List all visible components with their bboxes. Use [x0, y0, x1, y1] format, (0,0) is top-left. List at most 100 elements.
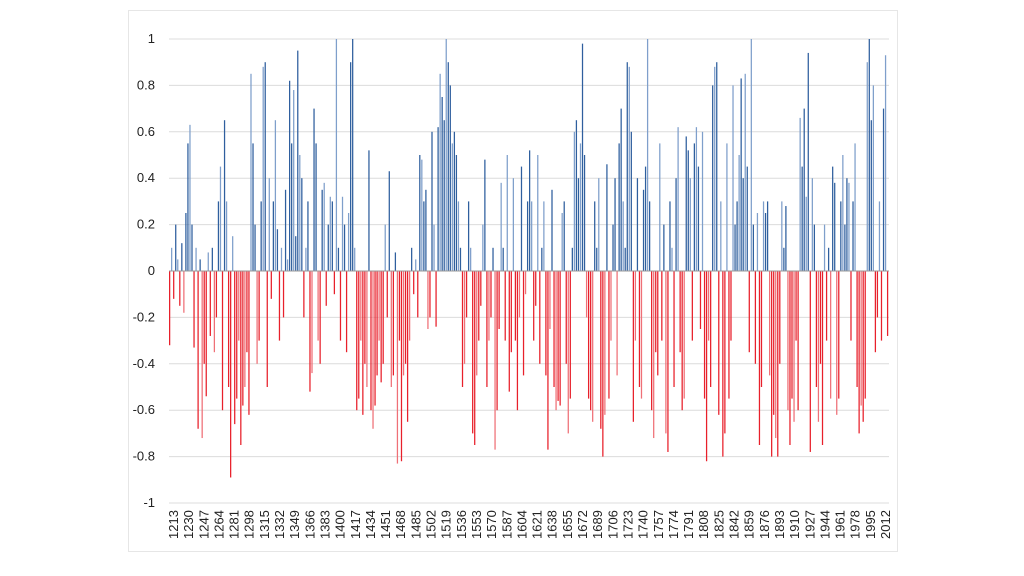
bar-negative: [362, 271, 364, 415]
bar-positive: [529, 150, 531, 271]
bar-negative: [472, 271, 474, 434]
bar-positive: [716, 62, 718, 272]
bar-positive: [520, 166, 523, 271]
y-tick-label: 0.8: [137, 77, 155, 92]
bar-positive: [596, 247, 598, 271]
bar-positive: [732, 85, 734, 272]
y-tick-label: 0.6: [137, 124, 155, 139]
bar-negative: [203, 271, 205, 364]
bar-negative: [258, 271, 260, 341]
bar-negative: [567, 271, 569, 434]
bar-positive: [628, 66, 630, 271]
bar-negative: [270, 271, 272, 299]
bar-positive: [579, 143, 582, 271]
bar-negative: [815, 271, 818, 387]
bar-positive: [805, 196, 807, 271]
bar-positive: [848, 182, 850, 271]
bar-positive: [734, 224, 736, 271]
bar-positive: [870, 120, 872, 271]
y-tick-label: 0: [148, 263, 155, 278]
bar-negative: [213, 271, 216, 353]
x-tick-label: 1757: [651, 510, 666, 539]
bar-chart: 1 0.8 0.6 0.4 0.2 0 -0.2 -0.4 -0.6 -0.8 -1 1213 123…: [133, 31, 893, 539]
bar-negative: [585, 271, 588, 318]
x-tick-label: 1961: [833, 510, 848, 539]
bar-positive: [720, 201, 722, 271]
bar-negative: [773, 271, 775, 415]
bar-positive: [350, 62, 352, 272]
bar-positive: [878, 201, 881, 271]
bar-negative: [850, 271, 852, 341]
bar-negative: [427, 271, 429, 329]
bar-negative: [382, 271, 384, 364]
bar-positive: [305, 247, 307, 271]
bar-negative: [406, 271, 409, 422]
bar-positive: [551, 189, 553, 271]
bar-negative: [358, 271, 360, 399]
bar-positive: [714, 66, 716, 271]
bar-negative: [504, 271, 506, 341]
bar-positive: [502, 247, 504, 271]
bar-positive: [846, 178, 848, 271]
bar-positive: [581, 43, 584, 271]
bar-negative: [610, 271, 612, 341]
bar-positive: [663, 224, 665, 271]
x-axis-ticks: 1213 1230 1247 1264 1281 1298 1315 1332 1349 1366…: [166, 510, 893, 539]
bar-positive: [449, 85, 451, 272]
bar-negative: [398, 271, 401, 341]
x-tick-label: 1910: [787, 510, 802, 539]
y-tick-label: 0.4: [137, 170, 155, 185]
bar-positive: [575, 120, 578, 271]
x-tick-label: 1247: [196, 510, 211, 539]
bar-negative: [417, 271, 419, 318]
bar-positive: [189, 124, 191, 271]
bar-negative: [236, 271, 238, 399]
bar-positive: [354, 247, 356, 271]
x-tick-label: 1604: [514, 510, 529, 539]
bar-negative: [480, 271, 482, 306]
bar-positive: [264, 62, 266, 272]
bar-negative: [699, 271, 702, 329]
bar-negative: [681, 271, 683, 411]
bar-positive: [744, 73, 746, 271]
bar-positive: [341, 196, 344, 271]
bar-positive: [441, 97, 443, 271]
bar-negative: [836, 271, 838, 415]
bar-negative: [360, 271, 362, 341]
bar-negative: [779, 271, 781, 364]
bar-negative: [524, 271, 527, 295]
bar-positive: [752, 224, 754, 271]
bar-negative: [718, 271, 720, 415]
bar-positive: [225, 201, 228, 271]
bar-negative: [380, 271, 382, 383]
bar-positive: [882, 108, 885, 271]
bar-positive: [459, 247, 462, 271]
bar-positive: [844, 224, 846, 271]
y-tick-label: -0.8: [133, 449, 155, 464]
bar-negative: [205, 271, 207, 397]
x-tick-label: 1944: [817, 510, 832, 539]
bars: [169, 39, 889, 478]
x-tick-label: 1298: [242, 510, 257, 539]
bar-negative: [533, 271, 535, 341]
y-tick-label: 0.2: [137, 217, 155, 232]
bar-positive: [726, 143, 728, 271]
bar-negative: [386, 271, 388, 318]
bar-positive: [388, 171, 390, 271]
bar-negative: [490, 271, 492, 318]
bar-negative: [724, 271, 726, 434]
bar-negative: [679, 271, 681, 353]
x-tick-label: 1400: [333, 510, 348, 539]
bar-negative: [486, 271, 488, 387]
bar-positive: [573, 131, 576, 271]
x-tick-label: 1213: [166, 510, 181, 539]
bar-positive: [781, 201, 783, 271]
bar-positive: [827, 247, 830, 271]
bar-positive: [280, 247, 283, 271]
bar-positive: [823, 224, 826, 271]
bar-positive: [223, 120, 226, 271]
bar-negative: [234, 271, 236, 425]
bar-positive: [644, 166, 647, 271]
bar-negative: [838, 271, 840, 399]
x-tick-label: 1638: [545, 510, 560, 539]
